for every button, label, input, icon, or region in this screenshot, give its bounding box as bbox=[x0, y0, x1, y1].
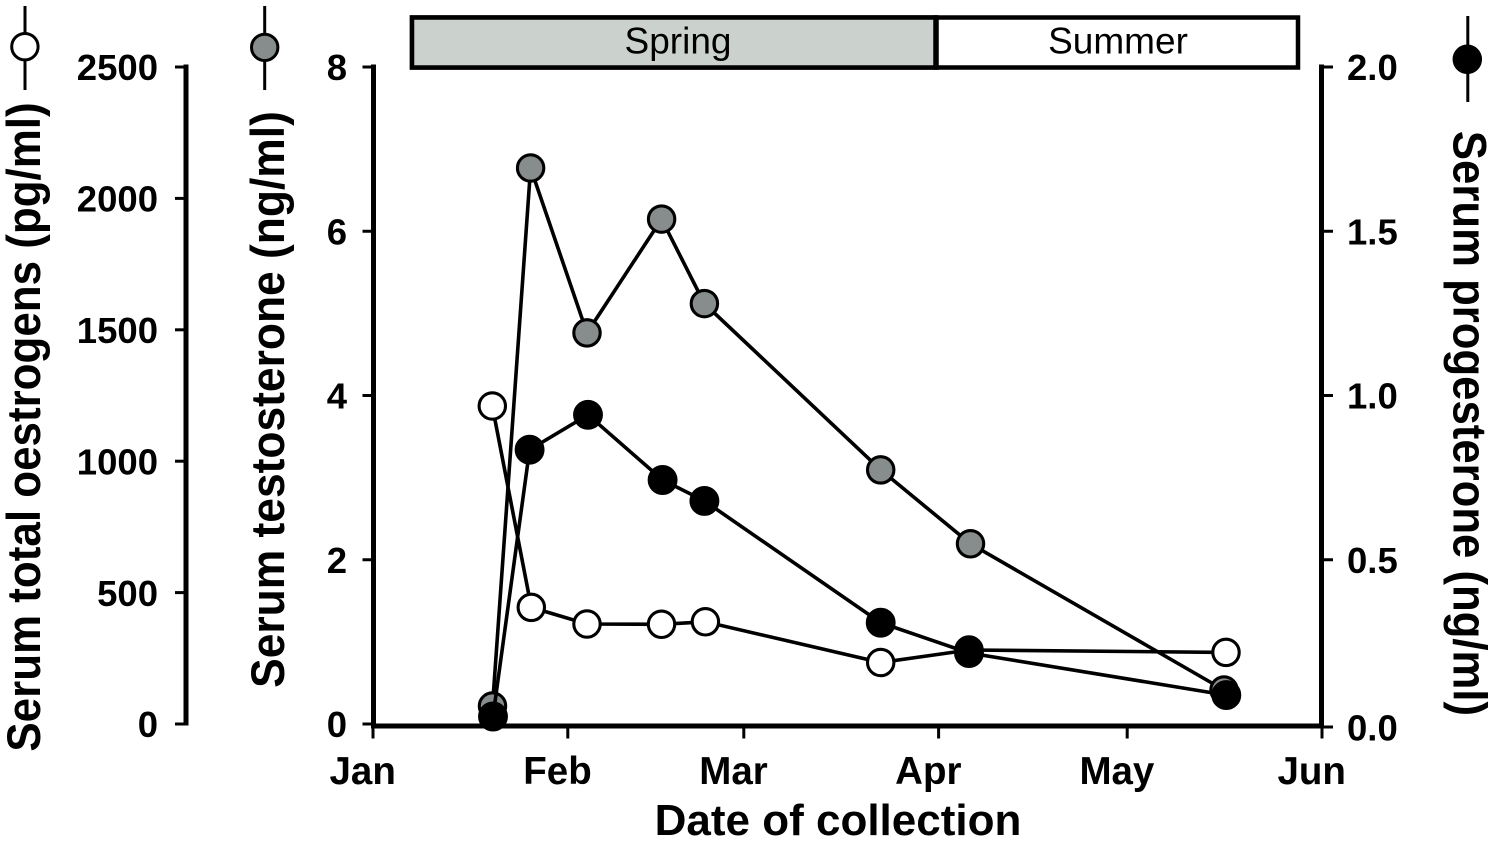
svg-text:1500: 1500 bbox=[77, 310, 158, 351]
svg-text:8: 8 bbox=[327, 47, 347, 88]
svg-text:0: 0 bbox=[138, 704, 158, 745]
svg-text:Mar: Mar bbox=[699, 750, 767, 793]
svg-text:0.5: 0.5 bbox=[1347, 540, 1398, 581]
svg-text:6: 6 bbox=[327, 211, 347, 252]
svg-text:Apr: Apr bbox=[895, 750, 961, 793]
svg-text:1000: 1000 bbox=[77, 441, 158, 482]
svg-text:0.0: 0.0 bbox=[1347, 708, 1398, 749]
svg-text:4: 4 bbox=[327, 376, 348, 417]
svg-text:Jun: Jun bbox=[1277, 750, 1345, 793]
svg-text:Date of collection: Date of collection bbox=[655, 796, 1022, 844]
svg-text:Serum total oestrogens (pg/ml): Serum total oestrogens (pg/ml) bbox=[0, 102, 50, 751]
svg-text:Summer: Summer bbox=[1048, 21, 1188, 62]
svg-text:Serum testosterone (ng/ml): Serum testosterone (ng/ml) bbox=[242, 111, 294, 688]
svg-text:Feb: Feb bbox=[523, 750, 591, 793]
svg-text:Jan: Jan bbox=[330, 750, 396, 793]
svg-text:May: May bbox=[1079, 750, 1154, 793]
svg-text:Serum progesterone (ng/ml): Serum progesterone (ng/ml) bbox=[1443, 131, 1488, 716]
svg-text:1.5: 1.5 bbox=[1347, 211, 1398, 252]
svg-text:2000: 2000 bbox=[77, 179, 158, 220]
svg-text:500: 500 bbox=[97, 573, 158, 614]
svg-text:0: 0 bbox=[327, 704, 347, 745]
svg-text:2.0: 2.0 bbox=[1347, 47, 1398, 88]
svg-text:1.0: 1.0 bbox=[1347, 376, 1398, 417]
svg-text:2500: 2500 bbox=[77, 47, 158, 88]
svg-text:Spring: Spring bbox=[625, 21, 732, 62]
svg-text:2: 2 bbox=[327, 540, 347, 581]
